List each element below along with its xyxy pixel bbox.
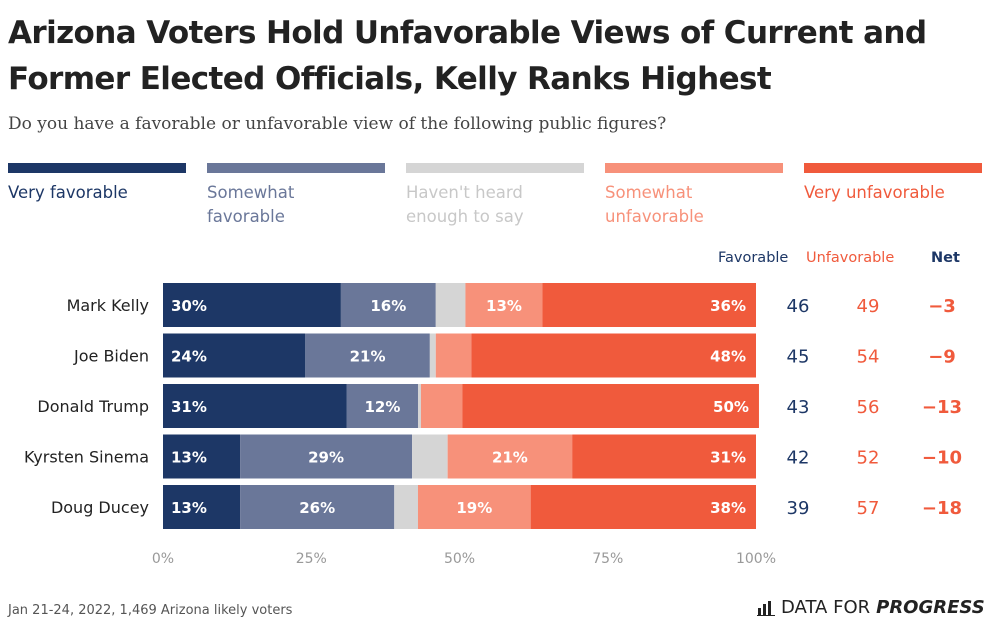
legend-label: Very unfavorable [804, 183, 945, 202]
bar-segment [420, 384, 463, 428]
footnote: Jan 21-24, 2022, 1,469 Arizona likely vo… [8, 603, 293, 618]
summary-value: 57 [857, 498, 880, 519]
bar-segment [429, 333, 436, 378]
bar-segment [394, 485, 418, 529]
x-tick-label: 75% [592, 551, 623, 567]
x-tick-label: 0% [152, 551, 174, 567]
bar-value-label: 30% [171, 297, 207, 315]
bar-segment [163, 333, 306, 378]
summary-value: −18 [922, 498, 962, 519]
bar-segment [240, 434, 413, 479]
bar-value-label: 13% [486, 297, 522, 315]
bar-value-label: 29% [308, 449, 344, 467]
summary-value: 39 [787, 498, 810, 519]
bar-value-label: 48% [710, 348, 746, 366]
bar-value-label: 13% [171, 499, 207, 517]
legend-swatch [804, 163, 982, 173]
chart-title: Arizona Voters Hold Unfavorable Views of… [8, 15, 927, 97]
summary-value: −9 [928, 347, 956, 368]
legend-swatch [8, 163, 186, 173]
legend-item: Somewhat favorable [207, 163, 385, 229]
bar-value-label: 38% [710, 499, 746, 517]
summary-value: 43 [787, 397, 810, 418]
summary-value: 45 [787, 347, 810, 368]
bar-value-label: 12% [364, 398, 400, 416]
brand-logo: DATA FOR PROGRESS [757, 597, 985, 618]
summary-value: 54 [857, 347, 880, 368]
bar-value-label: 21% [350, 348, 386, 366]
summary-value: 46 [787, 296, 810, 317]
legend-label: Very favorable [8, 183, 128, 202]
bar-chart-logo-icon [757, 600, 775, 616]
brand-text-bold: PROGRESS [876, 597, 985, 618]
legend-item: Haven't heard enough to say [406, 163, 584, 229]
brand-text-light: DATA FOR [781, 597, 871, 618]
chart-subtitle: Do you have a favorable or unfavorable v… [8, 114, 667, 134]
bar-segment [435, 283, 466, 327]
bar-segment [346, 384, 418, 428]
category-label: Donald Trump [37, 397, 149, 416]
summary-value: 56 [857, 397, 880, 418]
bar-segment [465, 283, 543, 327]
bar-value-label: 31% [171, 398, 207, 416]
bar-value-label: 24% [171, 348, 207, 366]
summary-value: 42 [787, 448, 810, 469]
legend-item: Very favorable [8, 163, 186, 205]
legend-label: Somewhat favorable [207, 183, 295, 226]
category-label: Doug Ducey [51, 498, 149, 517]
legend-item: Somewhat unfavorable [605, 163, 783, 229]
summary-value: 49 [857, 296, 880, 317]
bar-segment [163, 283, 341, 327]
favorable-column-header: Favorable [718, 250, 789, 266]
legend-item: Very unfavorable [804, 163, 982, 205]
summary-value: −3 [928, 296, 956, 317]
legend-label: Somewhat unfavorable [605, 183, 704, 226]
bar-segment [340, 283, 436, 327]
bar-value-label: 26% [299, 499, 335, 517]
bar-value-label: 13% [171, 449, 207, 467]
legend-swatch [207, 163, 385, 173]
bar-segment [305, 333, 430, 378]
category-label: Mark Kelly [67, 296, 149, 315]
bar-segment [447, 434, 573, 479]
bar-segment [163, 384, 347, 428]
unfavorable-column-header: Unfavorable [806, 250, 895, 266]
bar-segment [417, 384, 421, 428]
bar-segment [530, 485, 756, 529]
x-tick-label: 50% [444, 551, 475, 567]
bar-segment [417, 485, 531, 529]
category-label: Joe Biden [73, 347, 149, 366]
net-column-header: Net [931, 250, 960, 266]
x-tick-label: 100% [736, 551, 776, 567]
bar-value-label: 31% [710, 449, 746, 467]
bar-segment [412, 434, 448, 479]
bar-segment [462, 384, 759, 428]
legend-label: Haven't heard enough to say [406, 183, 524, 226]
bar-value-label: 19% [456, 499, 492, 517]
summary-value: −10 [922, 448, 962, 469]
category-label: Kyrsten Sinema [24, 448, 149, 467]
bar-segment [572, 434, 756, 479]
bar-value-label: 21% [492, 449, 528, 467]
bar-segment [435, 333, 472, 378]
bar-segment [240, 485, 395, 529]
bar-value-label: 50% [713, 398, 749, 416]
bar-value-label: 16% [370, 297, 406, 315]
bar-segment [163, 434, 241, 479]
bar-segment [471, 333, 756, 378]
bar-segment [163, 485, 241, 529]
summary-value: −13 [922, 397, 962, 418]
x-tick-label: 25% [296, 551, 327, 567]
legend-swatch [605, 163, 783, 173]
summary-value: 52 [857, 448, 880, 469]
bar-segment [542, 283, 756, 327]
bar-value-label: 36% [710, 297, 746, 315]
legend-swatch [406, 163, 584, 173]
